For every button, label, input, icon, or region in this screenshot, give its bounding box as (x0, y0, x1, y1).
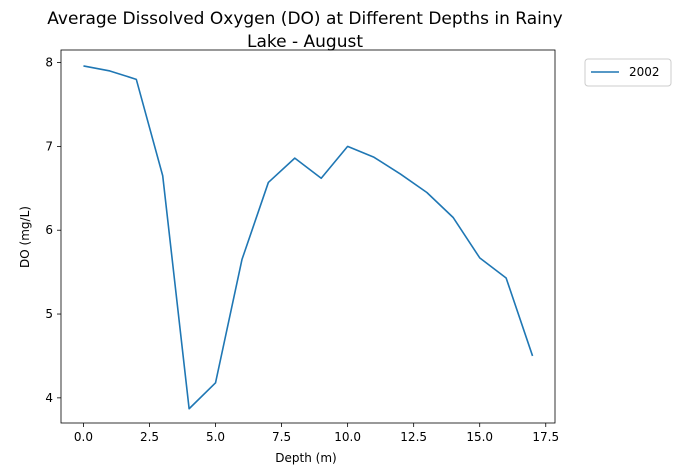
legend: 2002 (584, 58, 672, 87)
y-tick-label: 5 (45, 307, 53, 321)
x-tick-label: 0.0 (74, 430, 93, 444)
y-axis: 4 5 6 7 8 (45, 56, 61, 405)
y-tick-label: 6 (45, 223, 53, 237)
chart-title-line-1: Average Dissolved Oxygen (DO) at Differe… (47, 9, 562, 29)
legend-box (584, 58, 672, 87)
x-tick-label: 2.5 (140, 430, 159, 444)
chart-title-line-2: Lake - August (247, 32, 363, 52)
y-axis-label: DO (mg/L) (18, 206, 32, 268)
plot-area (83, 65, 534, 410)
x-tick-label: 10.0 (334, 430, 361, 444)
x-tick-label: 12.5 (400, 430, 427, 444)
x-tick-label: 17.5 (532, 430, 559, 444)
x-tick-label: 15.0 (466, 430, 493, 444)
legend-label-2002: 2002 (629, 65, 660, 79)
y-tick-label: 8 (45, 56, 53, 70)
x-tick-label: 7.5 (272, 430, 291, 444)
series-line-2002 (83, 65, 534, 410)
axes-frame (60, 49, 556, 424)
x-axis: 0.0 2.5 5.0 7.5 10.0 12.5 15.0 17.5 (74, 423, 559, 444)
x-axis-label: Depth (m) (275, 451, 336, 465)
y-tick-label: 7 (45, 139, 53, 153)
x-tick-label: 5.0 (206, 430, 225, 444)
y-tick-label: 4 (45, 391, 53, 405)
